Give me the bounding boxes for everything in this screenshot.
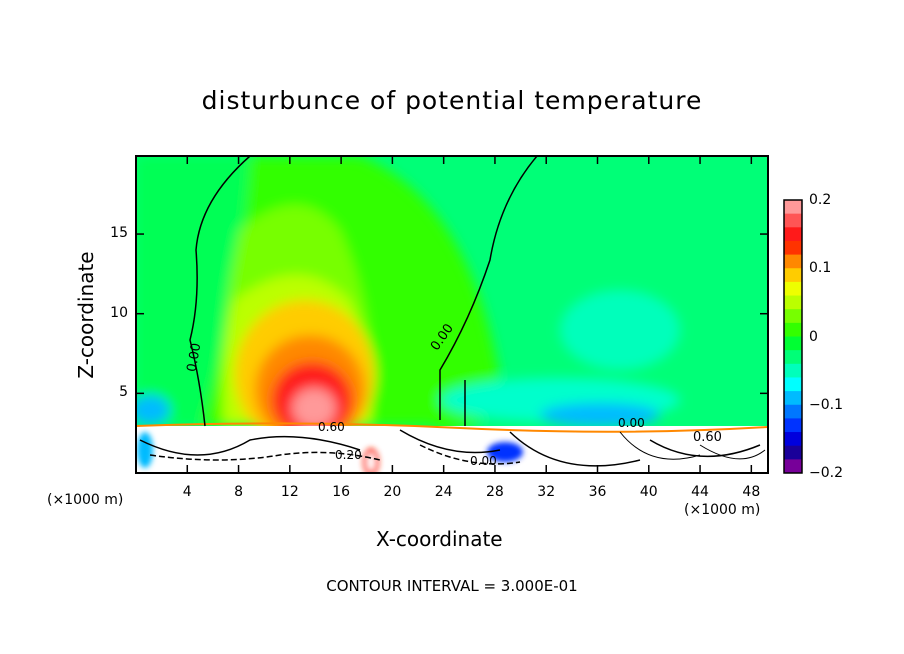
colorbar-swatch (784, 268, 802, 283)
colorbar-swatch (784, 459, 802, 474)
y-axis-label: Z-coordinate (74, 251, 98, 379)
x-axis-label: X-coordinate (376, 527, 503, 551)
field-fill (136, 156, 768, 473)
x-tick-label: 4 (182, 484, 192, 500)
chart-title: disturbunce of potential temperature (201, 86, 703, 115)
colorbar-tick-label: −0.1 (809, 396, 843, 413)
x-unit-right: (×1000 m) (684, 502, 761, 518)
contour-label: 0.20 (335, 448, 362, 462)
y-tick-label: 10 (110, 304, 128, 321)
contour-lines (139, 156, 766, 467)
contour-label: 0.60 (693, 430, 722, 445)
colorbar-swatch (784, 363, 802, 378)
colorbar-swatch (784, 281, 802, 297)
colorbar-swatch (784, 377, 802, 392)
x-tick-label: 28 (486, 484, 504, 500)
colorbar (783, 199, 803, 474)
contour-label: 0.00 (618, 416, 645, 430)
colorbar-tick-label: 0.1 (809, 260, 832, 277)
colorbar-swatch (784, 336, 802, 351)
y-tick-label: 5 (119, 384, 128, 401)
contour-label: 0.60 (318, 420, 345, 434)
x-tick-label: 20 (383, 484, 402, 500)
contour-label: 0.00 (470, 454, 497, 468)
colorbar-tick-label: −0.2 (809, 465, 843, 481)
x-tick-label: 12 (280, 484, 299, 500)
colorbar-swatch (784, 213, 802, 228)
x-tick-label: 8 (234, 484, 243, 500)
contour-interval: CONTOUR INTERVAL = 3.000E-01 (326, 577, 578, 595)
x-tick-label: 24 (434, 484, 453, 500)
colorbar-swatch (784, 200, 802, 215)
colorbar-swatch (784, 322, 802, 337)
x-tick-label: 36 (588, 484, 607, 500)
colorbar-swatch (784, 295, 802, 310)
colorbar-tick-label: 0 (809, 328, 818, 345)
colorbar-swatch (784, 418, 802, 433)
x-tick-label: 40 (639, 484, 658, 500)
colorbar-tick-label: 0.2 (809, 192, 832, 208)
colorbar-swatch (784, 391, 802, 406)
x-tick-label: 32 (537, 484, 556, 500)
plot-frame (135, 155, 769, 474)
x-tick-label: 44 (691, 484, 709, 500)
colorbar-swatch (784, 254, 802, 269)
colorbar-frame (783, 199, 803, 474)
x-tick-label: 16 (332, 484, 351, 500)
x-unit-left: (×1000 m) (47, 492, 124, 508)
colorbar-swatch (784, 432, 802, 447)
y-tick-label: 15 (110, 225, 128, 242)
x-tick-label: 48 (742, 484, 761, 500)
colorbar-swatch (784, 445, 802, 460)
colorbar-swatch (784, 350, 802, 365)
colorbar-swatch (784, 309, 802, 324)
colorbar-swatch (784, 227, 802, 242)
colorbar-swatch (784, 240, 802, 256)
colorbar-swatch (784, 404, 802, 419)
